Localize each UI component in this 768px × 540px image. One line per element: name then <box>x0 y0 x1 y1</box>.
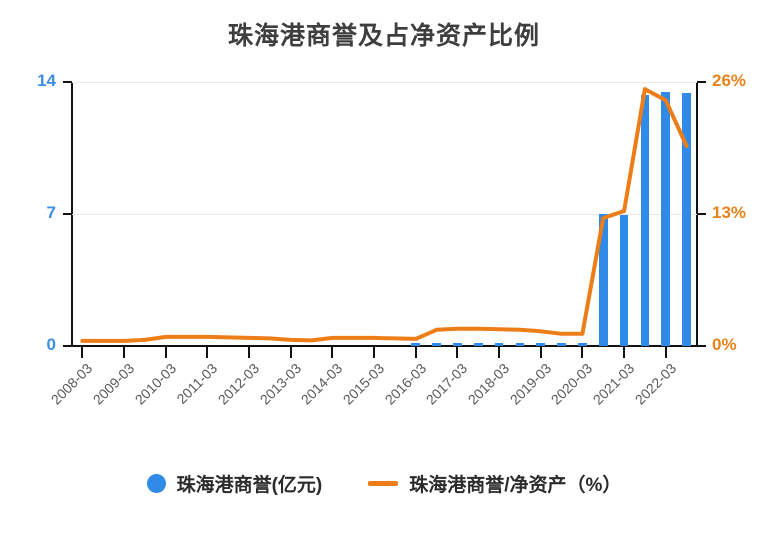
legend-item-goodwill[interactable]: 珠海港商誉(亿元) <box>146 470 323 497</box>
x-axis-tick <box>81 347 84 358</box>
x-axis-tick <box>539 347 542 358</box>
bar[interactable] <box>578 342 587 346</box>
bar-series-goodwill <box>72 82 697 346</box>
chart-title: 珠海港商誉及占净资产比例 <box>227 22 540 50</box>
left-axis-tick <box>63 345 72 347</box>
x-axis-tick <box>206 347 209 358</box>
bar[interactable] <box>494 342 504 346</box>
bar[interactable] <box>515 342 525 346</box>
bar[interactable] <box>640 95 650 346</box>
x-axis-tick <box>289 347 292 358</box>
bar[interactable] <box>682 93 691 346</box>
x-axis-tick <box>331 347 334 358</box>
x-axis-tick <box>664 347 667 358</box>
left-axis-tick <box>63 213 72 215</box>
line-marker-icon <box>368 481 399 486</box>
gridline <box>72 214 697 215</box>
bar[interactable] <box>411 343 421 346</box>
legend-label-ratio: 珠海港商誉/净资产（%） <box>409 475 622 496</box>
right-axis-label: 26% <box>712 71 747 90</box>
bar[interactable] <box>598 214 608 346</box>
left-axis-label: 7 <box>46 203 56 222</box>
x-axis-tick <box>248 347 251 358</box>
right-axis-label: 13% <box>712 203 747 222</box>
bar[interactable] <box>453 342 462 346</box>
bar[interactable] <box>536 342 546 346</box>
chart-legend: 珠海港商誉(亿元) 珠海港商誉/净资产（%） <box>0 470 768 497</box>
x-axis-tick <box>123 347 126 358</box>
x-axis-tick <box>456 347 459 358</box>
bar[interactable] <box>432 342 441 346</box>
right-axis-tick <box>697 345 706 347</box>
bar[interactable] <box>473 342 483 346</box>
right-axis-label: 0% <box>712 335 737 354</box>
x-axis-tick <box>414 347 417 358</box>
bar[interactable] <box>557 342 566 346</box>
x-axis-tick <box>581 347 584 358</box>
line-series-goodwill-ratio <box>80 87 689 343</box>
circle-marker-icon <box>146 474 166 493</box>
x-axis-tick <box>498 347 501 358</box>
left-axis-tick <box>63 81 72 83</box>
legend-label-goodwill: 珠海港商誉(亿元) <box>176 475 323 496</box>
x-axis-tick <box>623 347 626 358</box>
x-axis-line <box>71 345 698 347</box>
left-axis-label: 0 <box>46 335 56 354</box>
left-axis-label: 14 <box>37 71 56 90</box>
x-axis-tick <box>164 347 167 358</box>
bar[interactable] <box>619 214 629 346</box>
right-axis-tick <box>697 213 706 215</box>
right-axis-tick <box>697 81 706 83</box>
gridline <box>72 82 697 83</box>
bar[interactable] <box>661 92 671 346</box>
legend-item-ratio[interactable]: 珠海港商誉/净资产（%） <box>368 470 621 497</box>
x-axis-tick <box>373 347 376 358</box>
